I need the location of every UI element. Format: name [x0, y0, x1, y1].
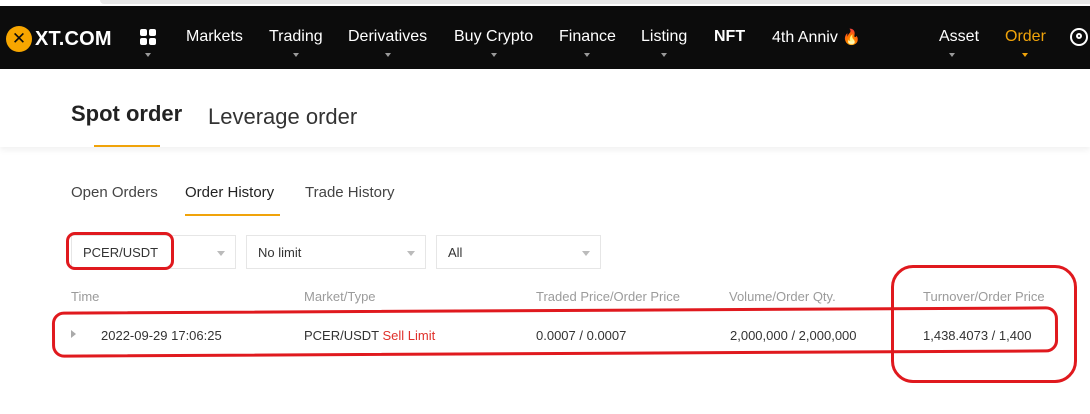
cell-market: PCER/USDT [304, 328, 379, 343]
tab-trade-history[interactable]: Trade History [305, 184, 395, 201]
logo-mark-icon: ✕ [6, 26, 32, 52]
browser-top-strip [0, 0, 1090, 6]
type-select-value: All [448, 245, 463, 260]
cell-price: 0.0007 / 0.0007 [536, 328, 627, 343]
chevron-down-icon [145, 53, 151, 57]
chevron-down-icon [661, 53, 667, 57]
cell-time: 2022-09-29 17:06:25 [101, 328, 222, 343]
chevron-down-icon [217, 251, 225, 256]
column-header-time: Time [71, 289, 100, 304]
tab-leverage-order[interactable]: Leverage order [208, 104, 358, 129]
active-tab-indicator [94, 145, 160, 147]
chevron-down-icon [407, 251, 415, 256]
type-select[interactable]: All [436, 235, 601, 269]
active-subtab-indicator [185, 214, 280, 216]
browser-scroll-strip [100, 0, 1090, 4]
chevron-down-icon [584, 53, 590, 57]
nav-4th-anniv[interactable]: 4th Anniv 🔥 [772, 28, 861, 47]
annotation-highlight-turnover [891, 265, 1077, 383]
tab-order-history[interactable]: Order History [185, 184, 275, 201]
nav-asset[interactable]: Asset [939, 28, 980, 45]
nav-order[interactable]: Order [1005, 28, 1046, 45]
chevron-down-icon [949, 53, 955, 57]
order-type-tabs: Spot order Leverage order [0, 69, 1090, 147]
chevron-down-icon [491, 53, 497, 57]
nav-listing[interactable]: Listing [641, 28, 688, 45]
logo[interactable]: ✕ XT.COM [6, 26, 112, 52]
fire-icon: 🔥 [842, 29, 861, 46]
nav-buy-crypto[interactable]: Buy Crypto [454, 28, 534, 45]
top-navbar: ✕ XT.COM Markets Trading Derivatives Buy… [0, 6, 1090, 69]
annotation-highlight-pair [66, 232, 174, 270]
chevron-down-icon [293, 53, 299, 57]
user-icon[interactable] [1070, 28, 1088, 46]
nav-nft[interactable]: NFT [714, 28, 746, 45]
chevron-down-icon [385, 53, 391, 57]
expand-row-icon[interactable] [71, 330, 76, 338]
cell-order-type: Sell Limit [382, 328, 436, 343]
nav-markets[interactable]: Markets [186, 28, 243, 45]
chevron-down-icon [1022, 53, 1028, 57]
column-header-price: Traded Price/Order Price [536, 289, 681, 304]
cell-market-type: PCER/USDT Sell Limit [304, 328, 435, 343]
cell-volume: 2,000,000 / 2,000,000 [730, 328, 857, 343]
column-header-volume: Volume/Order Qty. [729, 289, 836, 304]
logo-text: XT.COM [35, 27, 112, 50]
apps-grid-icon[interactable] [140, 29, 156, 45]
chevron-down-icon [582, 251, 590, 256]
limit-select-value: No limit [258, 245, 302, 260]
tab-open-orders[interactable]: Open Orders [71, 184, 158, 201]
pair-select-value: PCER/USDT [83, 245, 159, 260]
limit-select[interactable]: No limit [246, 235, 426, 269]
nav-derivatives[interactable]: Derivatives [348, 28, 428, 45]
cell-turnover: 1,438.4073 / 1,400 [923, 328, 1032, 343]
column-header-turnover: Turnover/Order Price [923, 289, 1045, 304]
column-header-market-type: Market/Type [304, 289, 376, 304]
nav-finance[interactable]: Finance [559, 28, 616, 45]
nav-4th-anniv-label: 4th Anniv [772, 29, 838, 46]
tab-spot-order[interactable]: Spot order [71, 101, 183, 126]
nav-trading[interactable]: Trading [269, 28, 323, 45]
